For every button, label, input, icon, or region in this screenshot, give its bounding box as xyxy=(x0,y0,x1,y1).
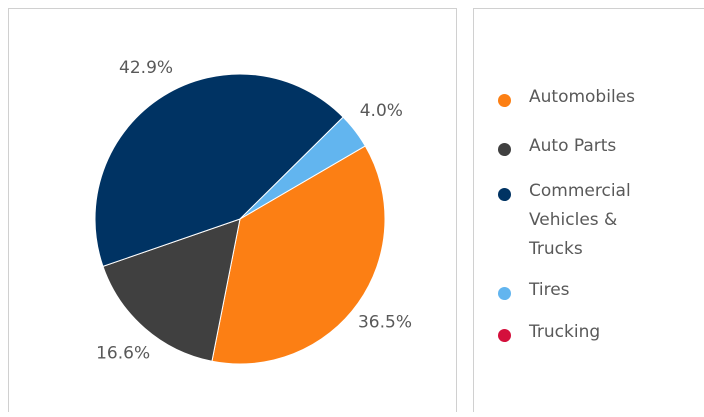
data-label: 42.9% xyxy=(119,58,173,78)
pie-slice xyxy=(239,116,366,220)
legend-panel: Automobiles Auto Parts Commercial Vehicles… xyxy=(473,8,704,412)
legend-item: Trucking xyxy=(498,322,649,347)
legend-label: Commercial Vehicles & Trucks xyxy=(529,181,631,259)
legend-item: Automobiles xyxy=(498,87,649,112)
data-label: 36.5% xyxy=(358,312,412,332)
legend-label: Automobiles xyxy=(529,87,635,107)
pie-slice xyxy=(240,145,366,219)
legend-item: Tires xyxy=(498,280,649,305)
legend-swatch xyxy=(498,287,511,300)
legend-item: Auto Parts xyxy=(498,136,649,161)
legend-swatch xyxy=(498,329,511,342)
legend-swatch xyxy=(498,143,511,156)
legend-label: Auto Parts xyxy=(529,136,617,156)
data-label: 16.6% xyxy=(96,343,150,363)
data-label: 4.0% xyxy=(360,101,403,121)
legend-swatch xyxy=(498,94,511,107)
legend-label: Tires xyxy=(529,280,570,300)
pie-slice xyxy=(94,73,344,268)
legend: Automobiles Auto Parts Commercial Vehicles… xyxy=(474,9,704,413)
pie-slice xyxy=(211,145,386,365)
chart: 36.5% 16.6% 42.9% 4.0% xyxy=(94,58,412,365)
chart-panel: 36.5% 16.6% 42.9% 4.0% xyxy=(8,8,457,412)
legend-item: Commercial Vehicles & Trucks xyxy=(498,181,649,264)
legend-swatch xyxy=(498,188,511,201)
legend-label: Trucking xyxy=(529,322,601,342)
